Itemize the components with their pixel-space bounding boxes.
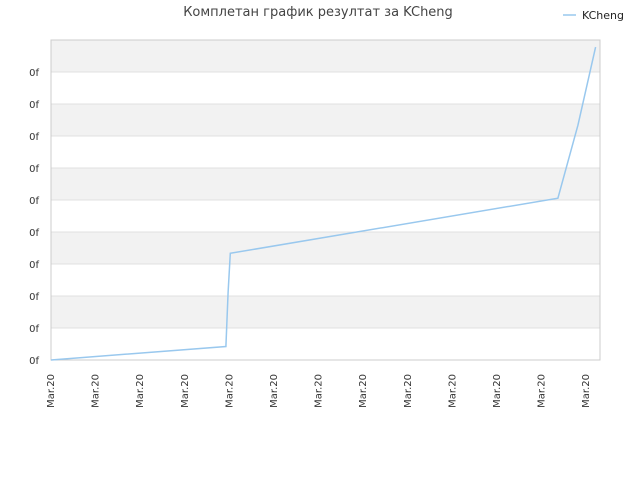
y-tick-label: 0f <box>29 292 39 303</box>
x-tick-label: Mar.20 <box>537 374 548 408</box>
x-tick-label: Mar.20 <box>314 374 325 408</box>
x-tick-label: Mar.20 <box>269 374 280 408</box>
y-tick-label: 0f <box>29 132 39 143</box>
x-tick-label: Mar.20 <box>581 374 592 408</box>
x-tick-label: Mar.20 <box>447 374 458 408</box>
x-tick-label: Mar.20 <box>224 374 235 408</box>
series-line-kcheng <box>50 46 597 361</box>
x-tick-label: Mar.20 <box>403 374 414 408</box>
plot-band <box>51 40 600 48</box>
x-tick-label: Mar.20 <box>180 374 191 408</box>
series-layer <box>50 46 597 361</box>
y-tick-label: 0f <box>29 260 39 271</box>
y-tick-label: 0f <box>29 196 39 207</box>
plot-frame <box>50 39 601 361</box>
x-tick-label: Mar.20 <box>91 374 102 408</box>
y-axis-ticks: 0f 0f 0f 0f 0f 0f 0f 0f 0f 0f <box>29 68 39 367</box>
x-axis-ticks: Mar.20 Mar.20 Mar.20 Mar.20 Mar.20 Mar.20 Mar.… <box>46 374 592 408</box>
x-tick-label: Mar.20 <box>46 374 57 408</box>
chart-title: Комплетан график резултат за KCheng <box>183 5 453 20</box>
x-tick-label: Mar.20 <box>358 374 369 408</box>
x-tick-label: Mar.20 <box>492 374 503 408</box>
y-tick-label: 0f <box>29 100 39 111</box>
plot-band <box>51 168 600 200</box>
plot-band <box>51 296 600 328</box>
y-tick-label: 0f <box>29 324 39 335</box>
x-tick-label: Mar.20 <box>135 374 146 408</box>
y-tick-label: 0f <box>29 228 39 239</box>
y-tick-label: 0f <box>29 164 39 175</box>
plot-band <box>51 104 600 136</box>
plot-background-bands <box>51 40 600 328</box>
legend[interactable]: KCheng <box>563 9 624 22</box>
gridlines <box>51 71 600 361</box>
y-tick-label: 0f <box>29 356 39 367</box>
legend-label-kcheng: KCheng <box>582 9 624 22</box>
y-tick-label: 0f <box>29 68 39 79</box>
